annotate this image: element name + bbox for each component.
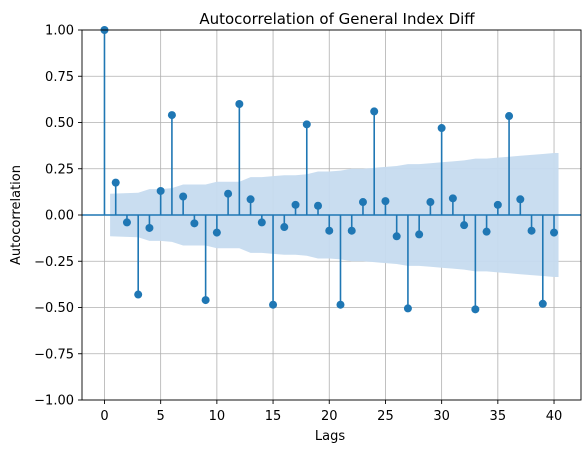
- stem-marker: [224, 189, 233, 198]
- stem-marker: [403, 304, 412, 313]
- x-tick-label: 15: [265, 409, 282, 424]
- stem-marker: [482, 227, 491, 236]
- stem-marker: [280, 223, 289, 232]
- stem-marker: [190, 219, 199, 228]
- chart-title: Autocorrelation of General Index Diff: [199, 10, 475, 28]
- y-tick-label: −0.75: [34, 347, 74, 362]
- y-tick-label: −0.25: [34, 255, 74, 270]
- stem-marker: [448, 194, 457, 203]
- stem-marker: [269, 300, 278, 309]
- stem-marker: [471, 305, 480, 314]
- stem-marker: [314, 201, 323, 210]
- stem-marker: [257, 218, 266, 227]
- stem-marker: [370, 107, 379, 116]
- stem-marker: [527, 226, 536, 235]
- stem-marker: [426, 198, 435, 207]
- x-tick-label: 0: [100, 409, 108, 424]
- x-tick-label: 30: [433, 409, 450, 424]
- y-tick-label: −1.00: [34, 394, 74, 409]
- stem-marker: [212, 228, 221, 237]
- stem-marker: [358, 198, 367, 207]
- stem-marker: [381, 197, 390, 206]
- y-tick-label: 0.00: [45, 209, 74, 224]
- x-tick-label: 25: [377, 409, 394, 424]
- stem-marker: [122, 218, 131, 227]
- x-axis-label: Lags: [315, 429, 345, 444]
- y-tick-label: 0.25: [45, 162, 74, 177]
- stem-marker: [156, 186, 165, 195]
- y-tick-label: 0.50: [45, 116, 74, 131]
- stem-marker: [516, 195, 525, 204]
- x-tick-label: 40: [546, 409, 563, 424]
- stem-marker: [302, 120, 311, 129]
- stem-marker: [145, 223, 154, 232]
- stem-marker: [235, 100, 244, 108]
- stem-marker: [460, 221, 469, 230]
- stem-marker: [550, 228, 559, 237]
- stem-marker: [505, 112, 514, 121]
- plot-area: 0 5 10 15 20 25 30 35 40 −1.00 −0.75 −0.50 −0.25 0.00…: [34, 24, 582, 424]
- stem-marker: [415, 230, 424, 239]
- stem-marker: [201, 296, 210, 305]
- y-axis-label: Autocorrelation: [9, 165, 24, 265]
- stem-marker: [493, 200, 502, 209]
- stem-marker: [347, 226, 356, 235]
- stem-marker: [179, 192, 188, 201]
- x-tick-label: 10: [209, 409, 226, 424]
- x-tick-label: 20: [321, 409, 338, 424]
- x-tick-label: 35: [490, 409, 507, 424]
- y-tick-label: −0.50: [34, 301, 74, 316]
- y-tick-label: 1.00: [45, 24, 74, 39]
- stem-marker: [291, 200, 300, 209]
- stem-marker: [325, 226, 334, 235]
- y-tick-label: 0.75: [45, 70, 74, 85]
- stem-marker: [336, 300, 345, 309]
- x-tick-label: 5: [157, 409, 165, 424]
- stem-marker: [392, 232, 401, 241]
- stem-marker: [246, 195, 255, 204]
- stem-marker: [437, 124, 446, 133]
- stem-marker: [167, 111, 176, 120]
- stem-marker: [111, 178, 120, 187]
- stem-marker: [134, 290, 143, 299]
- stem-marker: [538, 299, 547, 308]
